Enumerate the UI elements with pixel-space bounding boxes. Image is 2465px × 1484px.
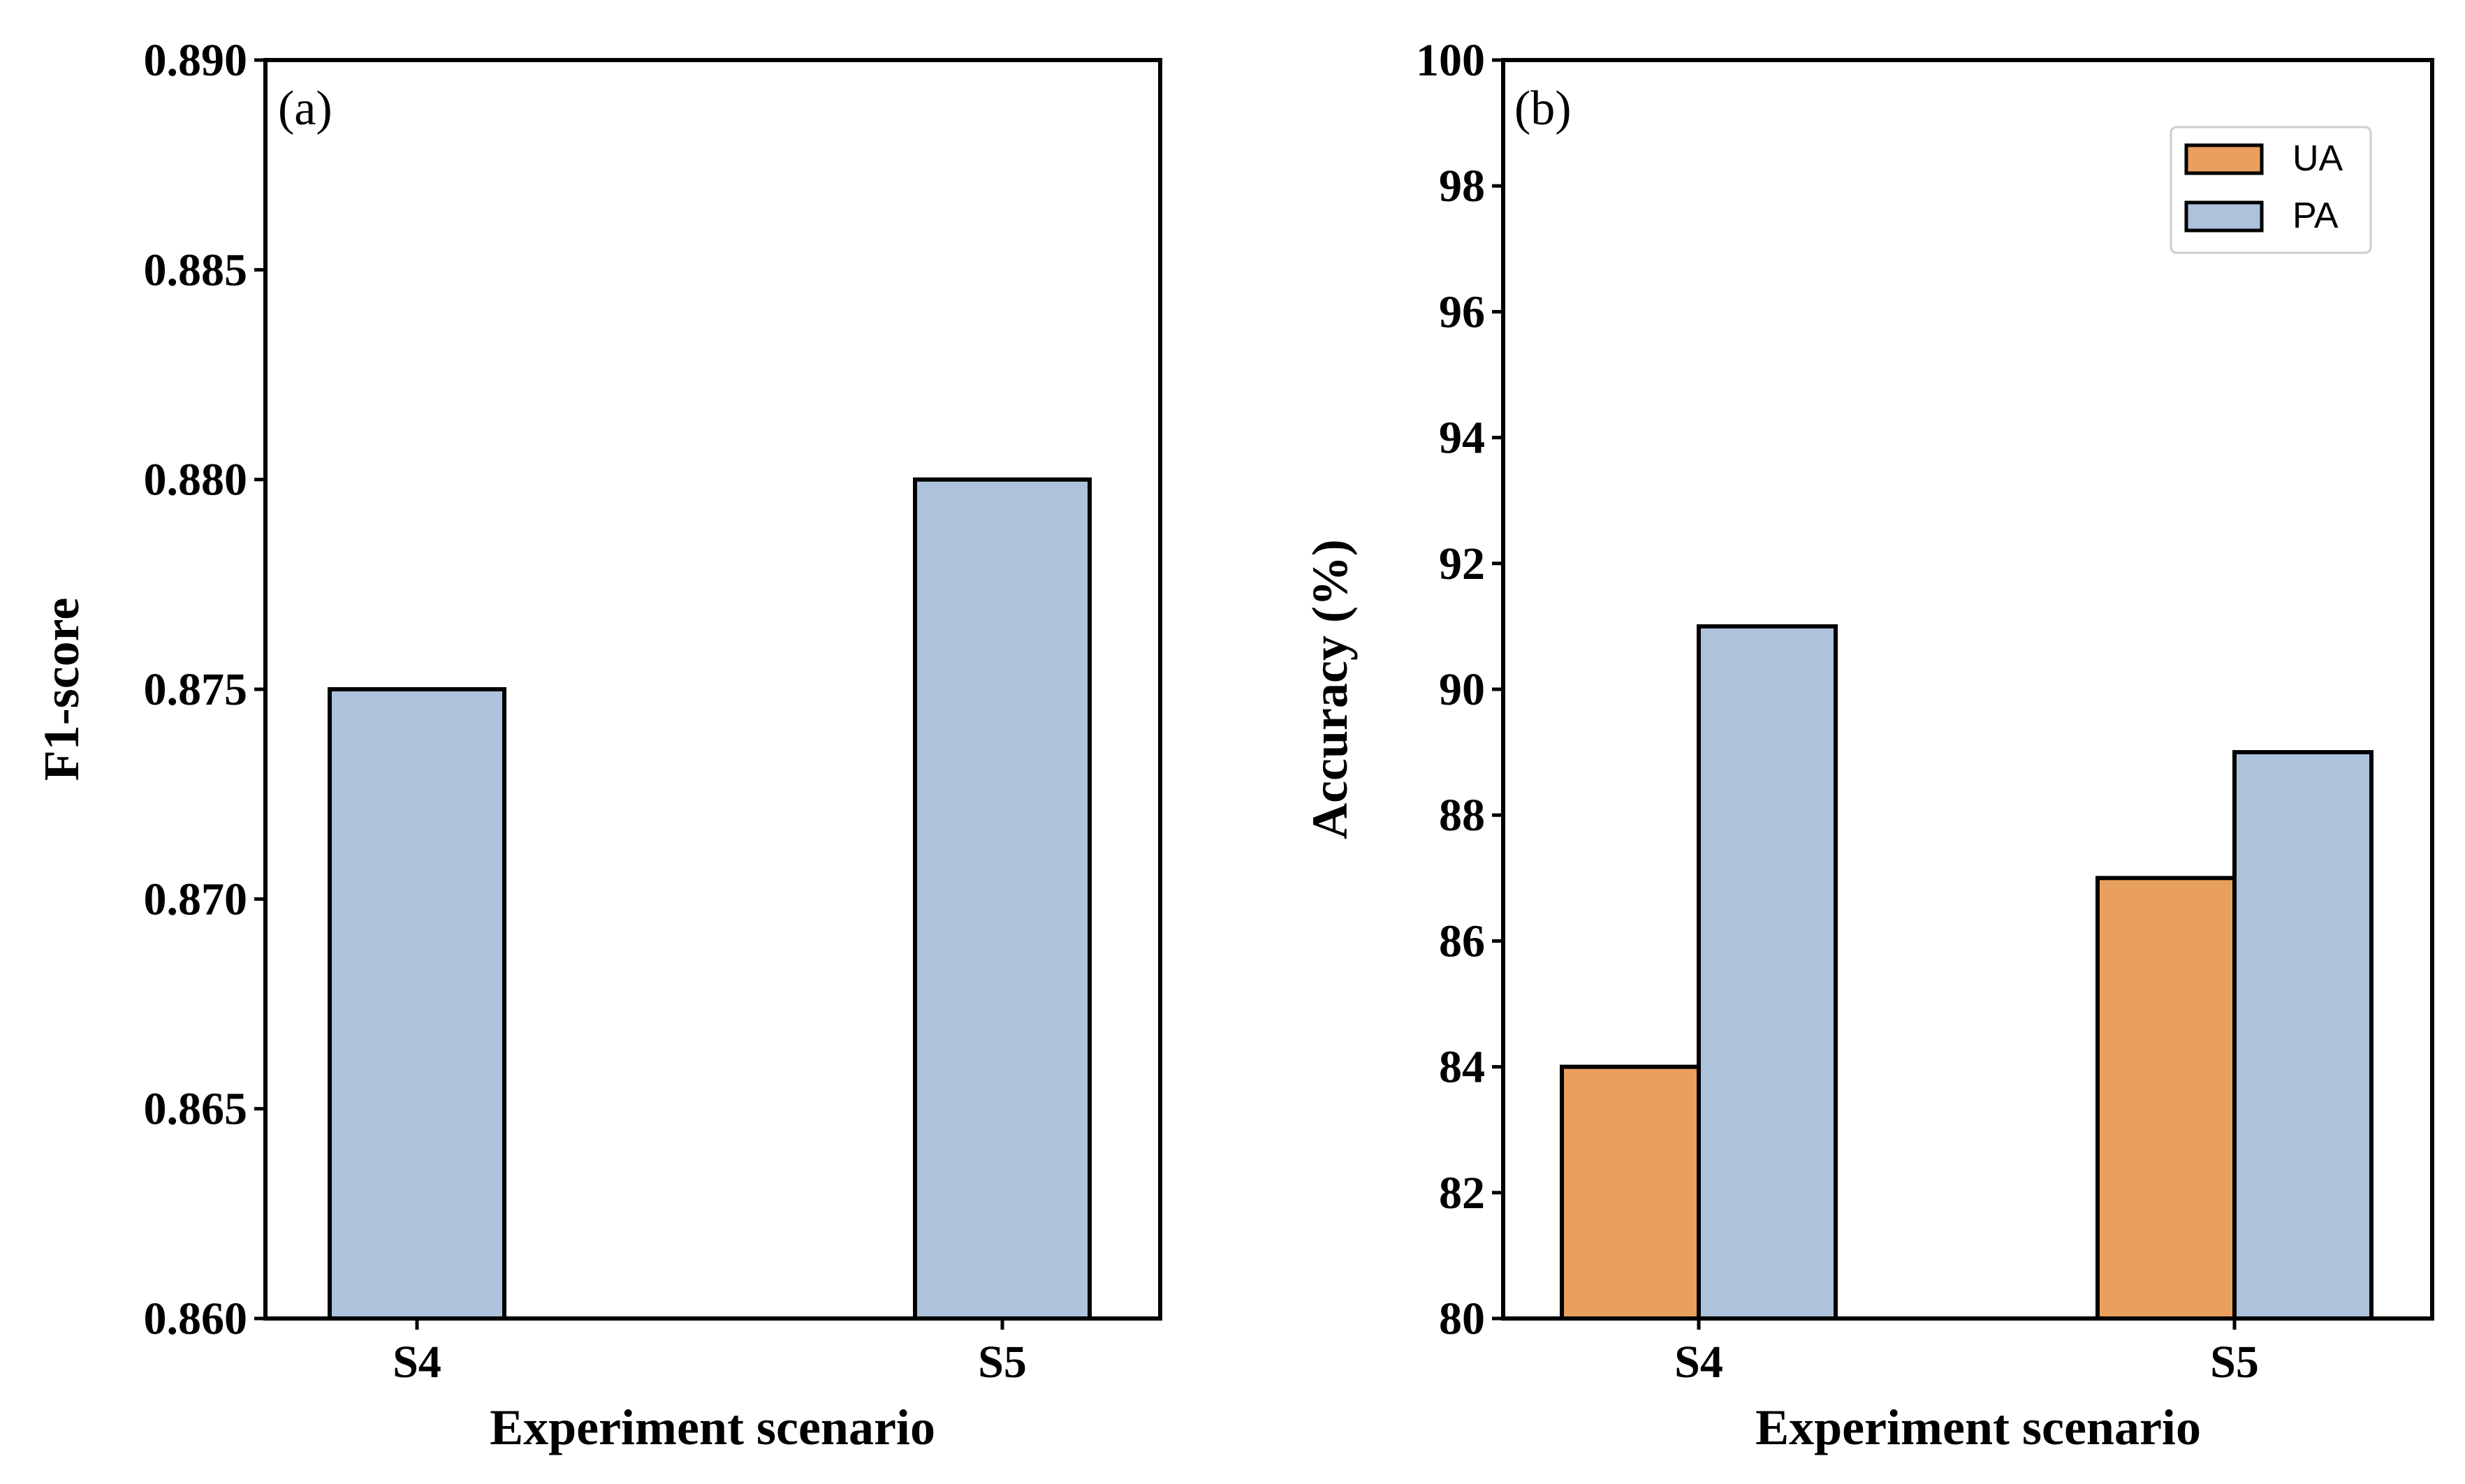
legend-swatch-ua (2184, 143, 2264, 175)
y-tick-label: 94 (1439, 413, 1485, 464)
panel-b-y-axis-title: Accuracy (%) (1302, 539, 1358, 839)
y-tick-label: 82 (1439, 1168, 1485, 1219)
panel-a-y-ticks: 0.860 0.865 0.870 0.875 0.880 0.885 0.890 (144, 35, 265, 1344)
panel-a-plot-frame (263, 58, 1162, 1321)
legend-label-ua: UA (2292, 138, 2343, 179)
legend-label-pa: PA (2292, 196, 2339, 236)
pa-bar-s4 (1697, 624, 1838, 1321)
y-tick-label: 98 (1439, 161, 1485, 212)
panel-a-x-ticks: S4 S5 (393, 1318, 1027, 1388)
y-tick-label: 0.860 (144, 1293, 248, 1344)
panel-a-y-axis-title: F1-score (34, 598, 89, 781)
panel-b-bars (1560, 624, 2373, 1321)
ua-bar-s4 (1560, 1064, 1701, 1321)
panel-b-x-axis-title: Experiment scenario (1755, 1399, 2201, 1455)
panel-a-f1-chart: 0.860 0.865 0.870 0.875 0.880 0.885 0.890 S4 S5… (34, 35, 1162, 1455)
y-tick-label: 96 (1439, 286, 1485, 337)
y-tick-label: 0.865 (144, 1084, 248, 1135)
panel-b-legend: UA PA (2170, 126, 2372, 254)
panel-a-bars (328, 477, 1092, 1321)
y-tick-label: 88 (1439, 790, 1485, 841)
y-tick-label: 0.870 (144, 874, 248, 925)
f1-bar-s5 (913, 477, 1092, 1321)
panel-b-plot-frame (1501, 58, 2434, 1321)
y-tick-label: 100 (1416, 35, 1485, 86)
panel-b-accuracy-chart: 80 82 84 86 88 90 92 94 96 98 100 S4 S5 (b) Experim… (1302, 35, 2434, 1455)
y-tick-label: 90 (1439, 664, 1485, 715)
panel-b-label: (b) (1514, 82, 1572, 135)
panel-a-label: (a) (278, 82, 332, 135)
y-tick-label: 80 (1439, 1293, 1485, 1344)
y-tick-label: 92 (1439, 538, 1485, 589)
y-tick-label: 84 (1439, 1042, 1485, 1093)
y-tick-label: 0.885 (144, 244, 248, 295)
x-tick-label: S5 (2210, 1337, 2259, 1388)
x-tick-label: S4 (1674, 1337, 1723, 1388)
x-tick-label: S4 (393, 1337, 441, 1388)
legend-swatch-pa (2184, 200, 2264, 233)
y-tick-label: 0.880 (144, 455, 248, 506)
pa-bar-s5 (2232, 750, 2373, 1321)
y-tick-label: 0.890 (144, 35, 248, 86)
ua-bar-s5 (2095, 876, 2237, 1321)
y-tick-label: 0.875 (144, 664, 248, 715)
panel-b-x-ticks: S4 S5 (1674, 1318, 2259, 1388)
panel-b-y-ticks: 80 82 84 86 88 90 92 94 96 98 100 (1416, 35, 1503, 1344)
y-tick-label: 86 (1439, 916, 1485, 967)
f1-bar-s4 (328, 687, 506, 1321)
x-tick-label: S5 (978, 1337, 1027, 1388)
panel-a-x-axis-title: Experiment scenario (490, 1399, 935, 1455)
